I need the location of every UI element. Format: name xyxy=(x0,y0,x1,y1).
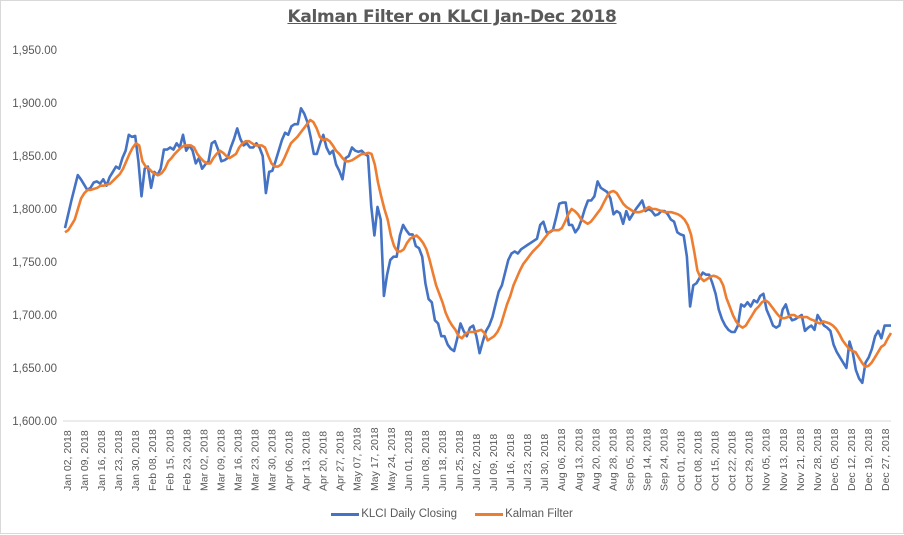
legend: KLCI Daily Closing Kalman Filter xyxy=(1,508,903,520)
series-line-kalman-filter xyxy=(64,118,893,369)
x-tick-label: Mar 02, 2018 xyxy=(198,429,210,491)
x-tick-label: Dec 05, 2018 xyxy=(829,428,841,491)
x-tick-label: Jan 02, 2018 xyxy=(62,430,74,491)
x-tick-label: Oct 01, 2018 xyxy=(676,431,688,491)
x-tick-label: Jul 30, 2018 xyxy=(539,434,551,491)
x-tick-label: Feb 08, 2018 xyxy=(147,429,159,491)
x-tick-label: Jul 23, 2018 xyxy=(522,434,534,491)
x-tick-label: Nov 28, 2018 xyxy=(812,428,824,491)
y-tick-label: 1,900.00 xyxy=(12,98,57,110)
x-tick-label: Sep 24, 2018 xyxy=(658,428,670,491)
x-tick-label: Mar 30, 2018 xyxy=(267,429,279,491)
x-tick-label: Apr 13, 2018 xyxy=(301,431,313,491)
x-tick-label: Oct 29, 2018 xyxy=(744,431,756,491)
x-tick-label: Jun 25, 2018 xyxy=(454,430,466,491)
y-tick-label: 1,850.00 xyxy=(12,151,57,163)
x-tick-label: Jan 16, 2018 xyxy=(96,430,108,491)
x-tick-label: Jan 09, 2018 xyxy=(79,430,91,491)
x-tick-label: Jan 30, 2018 xyxy=(130,430,142,491)
x-tick-label: Jun 08, 2018 xyxy=(420,430,432,491)
x-tick-label: Nov 13, 2018 xyxy=(778,428,790,491)
x-tick-label: May 24, 2018 xyxy=(386,427,398,491)
x-tick-label: Feb 23, 2018 xyxy=(181,429,193,491)
legend-item-klci: KLCI Daily Closing xyxy=(331,508,457,520)
y-tick-label: 1,950.00 xyxy=(12,45,57,57)
x-tick-label: Dec 27, 2018 xyxy=(880,428,892,491)
y-tick-label: 1,800.00 xyxy=(12,204,57,216)
y-tick-label: 1,750.00 xyxy=(12,257,57,269)
y-axis: 1,600.00 1,650.00 1,700.00 1,750.00 1,800.00… xyxy=(12,45,57,428)
x-tick-label: Apr 27, 2018 xyxy=(335,431,347,491)
x-tick-label: Mar 23, 2018 xyxy=(249,429,261,491)
legend-label: KLCI Daily Closing xyxy=(361,508,458,520)
x-tick-label: Oct 15, 2018 xyxy=(710,431,722,491)
x-tick-label: Oct 08, 2018 xyxy=(693,431,705,491)
x-tick-label: Dec 19, 2018 xyxy=(863,428,875,491)
legend-item-kalman: Kalman Filter xyxy=(475,508,573,520)
x-tick-label: Jun 18, 2018 xyxy=(437,430,449,491)
x-tick-label: Aug 13, 2018 xyxy=(573,428,585,491)
x-tick-label: Nov 21, 2018 xyxy=(795,428,807,491)
chart-title: Kalman Filter on KLCI Jan-Dec 2018 xyxy=(287,7,617,27)
legend-swatch-blue xyxy=(331,512,360,516)
x-tick-label: Mar 09, 2018 xyxy=(215,429,227,491)
x-tick-label: Dec 12, 2018 xyxy=(846,428,858,491)
x-tick-label: Aug 28, 2018 xyxy=(607,428,619,491)
x-tick-label: Jan 23, 2018 xyxy=(113,430,125,491)
y-tick-label: 1,700.00 xyxy=(12,310,57,322)
x-tick-label: Jul 02, 2018 xyxy=(471,434,483,491)
x-tick-label: May 17, 2018 xyxy=(369,427,381,491)
legend-label: Kalman Filter xyxy=(505,508,573,520)
y-tick-label: 1,650.00 xyxy=(12,363,57,375)
x-tick-label: Jun 01, 2018 xyxy=(403,430,415,491)
x-tick-label: Feb 15, 2018 xyxy=(164,429,176,491)
x-tick-label: Aug 20, 2018 xyxy=(590,428,602,491)
x-tick-label: Apr 20, 2018 xyxy=(318,431,330,491)
x-tick-label: Jul 09, 2018 xyxy=(488,434,500,491)
x-tick-label: Mar 16, 2018 xyxy=(232,429,244,491)
x-tick-label: Apr 06, 2018 xyxy=(284,431,296,491)
x-tick-label: Sep 14, 2018 xyxy=(641,428,653,491)
x-tick-label: May 07, 2018 xyxy=(352,427,364,491)
x-tick-label: Sep 05, 2018 xyxy=(624,428,636,491)
x-axis: Jan 02, 2018 Jan 09, 2018 Jan 16, 2018 Jan … xyxy=(62,427,892,491)
x-tick-label: Aug 06, 2018 xyxy=(556,428,568,491)
x-tick-label: Jul 16, 2018 xyxy=(505,434,517,491)
series-line-klci-daily-closing xyxy=(63,107,891,385)
x-tick-label: Oct 22, 2018 xyxy=(727,431,739,491)
x-tick-label: Nov 05, 2018 xyxy=(761,428,773,491)
y-tick-label: 1,600.00 xyxy=(12,416,57,428)
legend-swatch-orange xyxy=(475,512,504,516)
